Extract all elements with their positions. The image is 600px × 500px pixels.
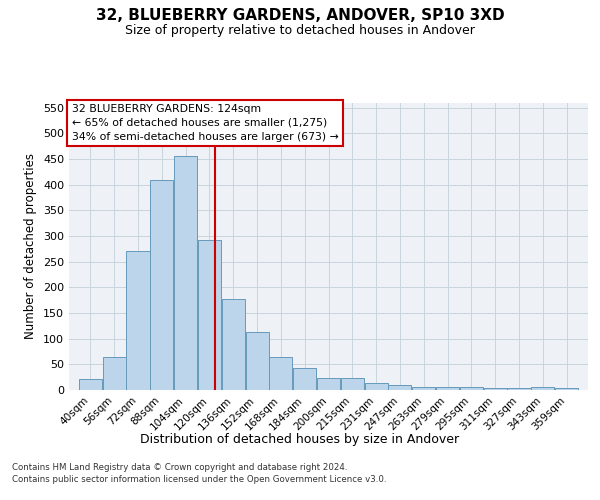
Text: 32 BLUEBERRY GARDENS: 124sqm
← 65% of detached houses are smaller (1,275)
34% of: 32 BLUEBERRY GARDENS: 124sqm ← 65% of de… (71, 104, 338, 142)
Text: Distribution of detached houses by size in Andover: Distribution of detached houses by size … (140, 432, 460, 446)
Bar (388, 385, 412, 390)
Bar (317, 378, 340, 390)
Bar (555, 388, 578, 390)
Text: 32, BLUEBERRY GARDENS, ANDOVER, SP10 3XD: 32, BLUEBERRY GARDENS, ANDOVER, SP10 3XD (95, 8, 505, 22)
Bar (365, 384, 388, 390)
Bar (127, 252, 149, 390)
Bar (103, 356, 126, 390)
Text: Contains HM Land Registry data © Crown copyright and database right 2024.: Contains HM Land Registry data © Crown c… (12, 464, 347, 472)
Bar (460, 388, 483, 390)
Bar (341, 378, 364, 390)
Bar (174, 156, 197, 390)
Y-axis label: Number of detached properties: Number of detached properties (25, 153, 37, 340)
Bar (412, 387, 435, 390)
Bar (79, 378, 102, 390)
Bar (245, 332, 269, 390)
Bar (198, 240, 221, 390)
Bar (151, 180, 173, 390)
Bar (508, 388, 530, 390)
Bar (293, 368, 316, 390)
Bar (531, 388, 554, 390)
Text: Size of property relative to detached houses in Andover: Size of property relative to detached ho… (125, 24, 475, 37)
Bar (436, 387, 459, 390)
Bar (484, 388, 506, 390)
Bar (222, 298, 245, 390)
Bar (269, 356, 292, 390)
Text: Contains public sector information licensed under the Open Government Licence v3: Contains public sector information licen… (12, 475, 386, 484)
